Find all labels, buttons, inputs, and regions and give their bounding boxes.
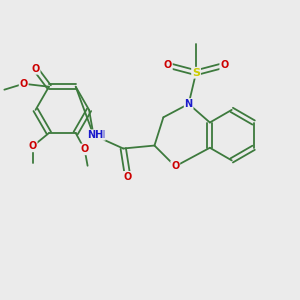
Text: NH: NH <box>89 130 105 140</box>
Text: NH: NH <box>87 130 103 140</box>
Text: O: O <box>32 64 40 74</box>
Text: O: O <box>171 161 179 171</box>
Text: O: O <box>28 141 37 152</box>
Text: S: S <box>192 68 200 78</box>
Text: H: H <box>90 130 97 140</box>
Text: O: O <box>124 172 132 182</box>
Text: O: O <box>164 60 172 70</box>
Text: O: O <box>80 144 89 154</box>
Text: N: N <box>184 99 193 109</box>
Text: O: O <box>220 60 228 70</box>
Text: O: O <box>20 79 28 89</box>
